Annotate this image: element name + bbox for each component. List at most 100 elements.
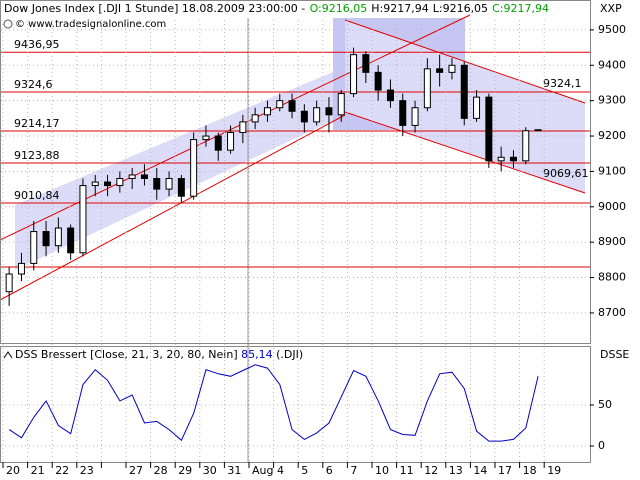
candle-body [534,129,542,132]
x-tick-label: 11 [400,464,414,477]
candle-body [399,100,407,126]
candle-body [337,93,345,116]
candle-body [202,135,210,141]
candle-body [473,96,481,119]
indicator-symbol: (.DJI) [276,348,303,361]
ohlc-value: L:9216,05 [433,2,488,15]
candle-body [485,96,493,162]
y-tick-label: 50 [598,398,612,411]
candle-body [522,130,530,162]
candle-body [411,107,419,126]
x-tick-label: 29 [178,464,192,477]
level-label: 9010,84 [14,189,60,202]
candle-body [54,227,62,247]
x-tick-label: 27 [129,464,143,477]
x-tick-label: 22 [55,464,69,477]
indicator-value: 85,14 [241,348,273,361]
candle-body [140,174,148,179]
x-tick-label: 6 [326,464,333,477]
y-tick-label: 8800 [598,271,626,284]
x-tick-label: 30 [203,464,217,477]
ohlc: O:9216,05 H:9217,94 L:9216,05 C:9217,94 [310,2,549,15]
logo [3,19,13,29]
candle-body [5,273,13,293]
x-tick-label: 12 [424,464,438,477]
candle-body [313,107,321,123]
x-tick-label: 14 [473,464,487,477]
y-tick-label: 8700 [598,306,626,319]
copyright: © www.tradesignalonline.com [15,19,166,30]
level-label: 9123,88 [14,149,60,162]
ohlc-value: O:9216,05 [310,2,368,15]
y-tick-label: 9200 [598,129,626,142]
x-tick-label: 13 [449,464,463,477]
chart-title: Dow Jones Index [.DJI 1 Stunde] 18.08.20… [4,2,549,15]
y-tick-label: 9400 [598,58,626,71]
candle-body [227,132,235,151]
candle-body [116,177,124,187]
ohlc-value: C:9217,94 [492,2,549,15]
indicator-line [8,364,539,442]
trend-line [344,19,586,104]
annotation: 9324,1 [543,77,582,90]
indicator-icon [3,351,13,359]
trend-line [344,111,586,194]
candle-body [79,185,87,254]
y-tick-label: 9000 [598,200,626,213]
candle-body [30,231,38,264]
level-label: 9436,95 [14,38,60,51]
x-tick-label: 20 [6,464,20,477]
candle-body [153,177,161,190]
candle-body [177,177,185,197]
candle-body [423,68,431,109]
y-tick-label: 9100 [598,164,626,177]
candle-body [288,100,296,112]
title-text: Dow Jones Index [.DJI 1 Stunde] 18.08.20… [4,2,306,15]
candle-body [165,177,173,190]
candle-body [448,64,456,73]
x-tick-label: 31 [227,464,241,477]
candle-body [497,156,505,162]
candle-body [374,71,382,91]
indicator-title: DSS Bressert [Close, 21, 3, 20, 80, Nein… [15,348,303,361]
candle-body [362,54,370,73]
up-channel [15,67,345,270]
candle-body [460,64,468,119]
y-tick-label: 0 [598,439,605,452]
level-label: 9324,6 [14,78,53,91]
x-tick-label: 10 [375,464,389,477]
y-tick-label: 8900 [598,235,626,248]
candle-body [190,139,198,197]
x-tick-label: 18 [523,464,537,477]
x-tick-label: 5 [301,464,308,477]
x-tick-label: Aug 4 [252,464,284,477]
x-tick-label: 23 [80,464,94,477]
candle-body [276,100,284,109]
level-label: 9214,17 [14,117,60,130]
x-tick-label: 21 [31,464,45,477]
candle-body [325,107,333,116]
candle-body [263,107,271,116]
trend-line [0,114,346,301]
candle-body [350,54,358,95]
candle-body [300,110,308,123]
candle-body [42,231,50,247]
candle-body [67,227,75,254]
candle-body [239,121,247,134]
x-tick-label: 17 [498,464,512,477]
axis-name: DSSE [600,348,629,361]
candle-body [386,89,394,102]
x-tick-label: 28 [154,464,168,477]
y-tick-label: 9500 [598,23,626,36]
axis-name: XXP [600,2,622,15]
indicator-name: DSS Bressert [Close, 21, 3, 20, 80, Nein… [15,348,238,361]
candle-body [214,135,222,151]
candle-body [251,114,259,123]
ohlc-value: H:9217,94 [371,2,428,15]
x-tick-label: 7 [350,464,357,477]
candle-body [128,174,136,179]
annotation: 9069,61 [543,167,589,180]
y-tick-label: 9300 [598,94,626,107]
candle-body [509,156,517,162]
